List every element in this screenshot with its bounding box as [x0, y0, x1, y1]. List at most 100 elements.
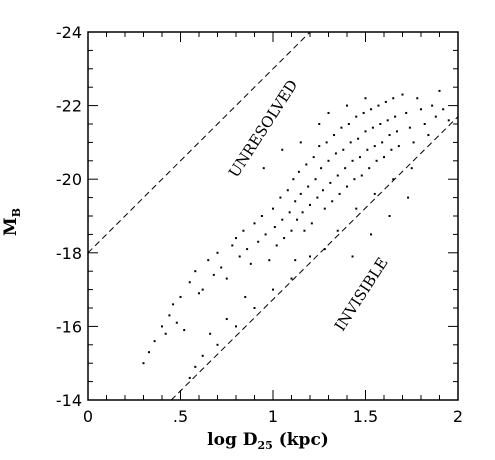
data-point — [381, 141, 384, 144]
data-point — [264, 233, 267, 236]
data-point — [357, 137, 360, 140]
data-point — [423, 123, 426, 125]
data-point — [434, 115, 437, 118]
data-point — [281, 148, 284, 151]
data-point — [288, 211, 291, 214]
data-point — [346, 185, 348, 188]
data-point — [183, 329, 186, 332]
data-point — [242, 229, 245, 232]
data-point — [407, 196, 410, 199]
y-axis-title: MB — [1, 208, 23, 236]
x-tick-label: 1.5 — [353, 407, 378, 426]
data-point — [172, 303, 175, 306]
data-point — [294, 200, 297, 203]
data-point — [410, 167, 413, 170]
data-point — [395, 130, 398, 133]
data-point — [286, 189, 289, 192]
data-point — [362, 111, 365, 114]
data-point — [364, 97, 367, 100]
annotation-invisible: INVISIBLE — [331, 254, 392, 334]
data-point — [320, 167, 323, 170]
x-axis-title: log D25 (kpc) — [207, 430, 329, 452]
data-point — [397, 145, 400, 148]
data-point — [153, 340, 156, 343]
data-point — [416, 97, 419, 100]
reference-lines — [87, 31, 459, 401]
data-point — [360, 174, 363, 177]
data-point — [364, 130, 367, 133]
data-point — [431, 104, 434, 107]
data-point — [296, 218, 299, 221]
data-point — [383, 156, 385, 159]
x-tick-label: 2 — [453, 407, 463, 426]
data-point — [201, 354, 204, 357]
data-point — [194, 365, 197, 368]
data-point — [394, 115, 397, 118]
y-axis-label: M — [1, 217, 21, 236]
x-axis-subscript: 25 — [258, 439, 273, 452]
data-point — [392, 178, 395, 181]
data-point — [386, 119, 389, 122]
data-point — [388, 134, 391, 137]
data-point — [312, 156, 315, 159]
data-point — [401, 93, 404, 96]
data-point — [253, 222, 256, 225]
data-point — [366, 148, 369, 151]
data-point — [272, 207, 274, 210]
data-point — [388, 215, 391, 217]
data-point — [231, 244, 234, 247]
data-point — [294, 259, 297, 262]
data-point — [358, 156, 361, 159]
data-point — [318, 123, 321, 125]
data-point — [216, 251, 219, 254]
data-point — [235, 237, 237, 240]
data-point — [175, 321, 178, 324]
data-point — [273, 226, 276, 229]
data-point — [447, 119, 450, 122]
data-point — [340, 126, 343, 129]
data-point — [408, 126, 411, 129]
data-point — [220, 266, 223, 269]
data-point — [290, 229, 293, 232]
data-point — [329, 181, 332, 184]
data-point — [390, 148, 393, 151]
data-point — [244, 295, 247, 298]
data-point — [275, 244, 278, 247]
data-point — [344, 167, 347, 170]
data-point — [323, 248, 326, 251]
data-point — [405, 111, 408, 114]
data-point — [283, 237, 286, 240]
tick-labels: 0 .5 1 1.5 2 -14 -16 -18 -20 -22 -24 — [56, 23, 463, 426]
x-axis-label: log D — [207, 430, 258, 450]
data-point — [198, 292, 200, 295]
data-point — [351, 159, 354, 162]
data-point — [323, 207, 326, 210]
data-point — [292, 178, 295, 181]
data-point — [379, 123, 382, 125]
data-point — [201, 288, 204, 291]
data-point — [212, 273, 215, 276]
annotation-unresolved: UNRESOLVED — [225, 77, 301, 181]
data-point — [262, 167, 265, 170]
data-point — [336, 174, 339, 177]
data-point — [355, 207, 358, 210]
data-point — [321, 189, 324, 192]
data-point — [334, 152, 337, 155]
data-point — [268, 259, 271, 262]
data-point — [342, 148, 345, 151]
data-point — [188, 281, 191, 284]
data-point — [316, 196, 319, 199]
data-point — [309, 203, 311, 206]
data-point — [279, 196, 282, 199]
data-point — [310, 222, 313, 225]
data-point — [420, 108, 422, 111]
data-point — [225, 277, 228, 280]
data-point — [309, 255, 311, 258]
data-point — [347, 123, 350, 125]
data-point — [188, 376, 191, 379]
data-point — [384, 100, 387, 103]
data-point — [325, 141, 328, 144]
data-point — [438, 89, 441, 92]
data-point — [370, 233, 373, 236]
data-point — [216, 343, 219, 346]
